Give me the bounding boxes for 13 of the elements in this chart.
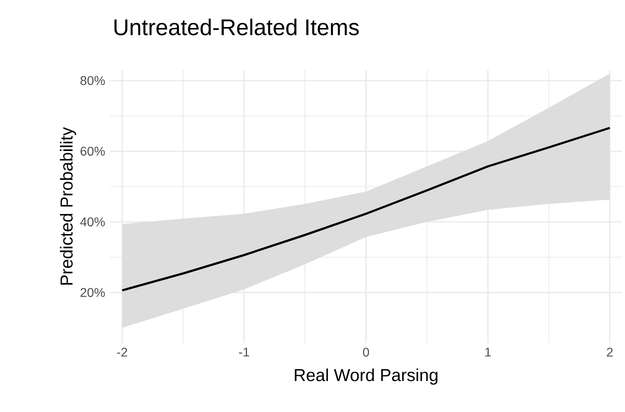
- y-tick-label: 60%: [80, 146, 105, 156]
- x-tick-label: 2: [606, 348, 613, 357]
- x-tick-label: -2: [117, 348, 128, 357]
- y-tick-label: 20%: [80, 288, 105, 297]
- y-tick-label: 80%: [80, 76, 105, 86]
- chart-title: Untreated-Related Items: [114, 18, 359, 36]
- x-axis-title: Real Word Parsing: [294, 368, 438, 385]
- y-axis-title: Predicted Probability: [60, 127, 76, 285]
- y-tick-label: 40%: [80, 217, 105, 226]
- x-tick-label: -1: [239, 348, 250, 356]
- x-tick-label: 0: [362, 348, 370, 357]
- line-series: [121, 126, 611, 292]
- x-tick-label: 1: [485, 348, 491, 356]
